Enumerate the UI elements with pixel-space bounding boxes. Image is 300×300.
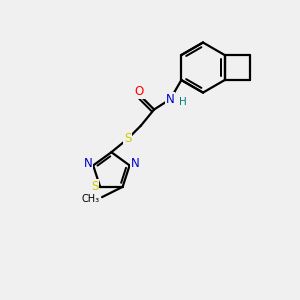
Text: N: N xyxy=(166,93,175,106)
Text: CH₃: CH₃ xyxy=(82,194,100,204)
Text: N: N xyxy=(130,158,139,170)
Text: N: N xyxy=(83,158,92,170)
Text: S: S xyxy=(124,132,131,146)
Text: S: S xyxy=(91,180,98,193)
Text: O: O xyxy=(135,85,144,98)
Text: H: H xyxy=(178,97,186,106)
